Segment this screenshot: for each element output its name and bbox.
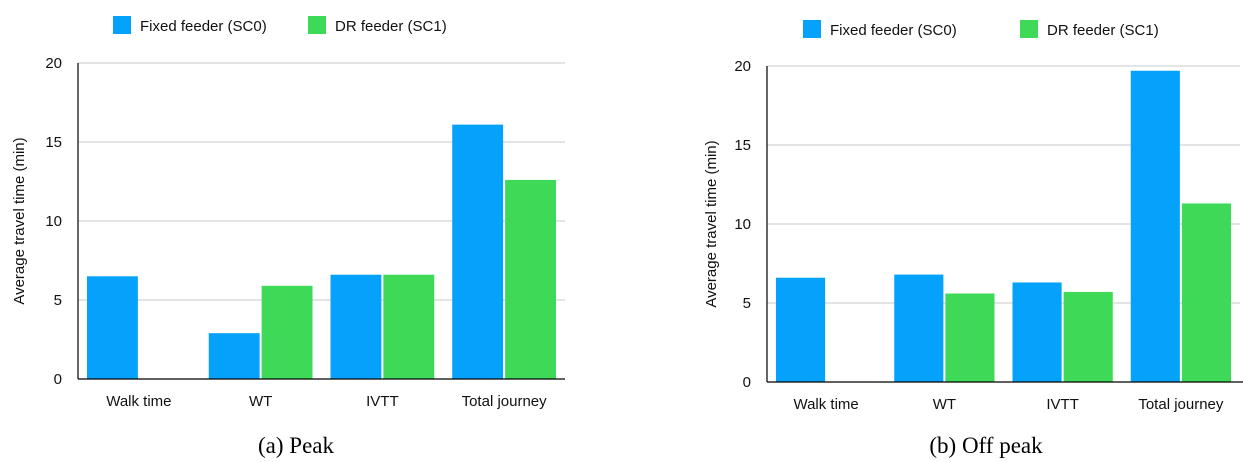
- legend-label-fixed: Fixed feeder (SC0): [830, 22, 957, 39]
- y-axis-title-peak: Average travel time (min): [11, 137, 28, 304]
- x-tick-label: IVTT: [1046, 396, 1079, 413]
- bars-offpeak: [776, 70, 1231, 383]
- x-tick-label: Walk time: [793, 396, 858, 413]
- legend-label-fixed: Fixed feeder (SC0): [140, 18, 267, 35]
- legend-swatch-fixed: [113, 16, 131, 34]
- chart-panel-offpeak: Fixed feeder (SC0) DR feeder (SC1) Avera…: [703, 20, 1243, 458]
- y-tick-label: 20: [734, 58, 751, 75]
- x-ticks-offpeak: Walk time WT IVTT Total journey: [793, 396, 1223, 413]
- bar-dr: [505, 179, 556, 379]
- y-tick-label: 5: [54, 292, 62, 309]
- x-tick-label: Total journey: [462, 393, 548, 410]
- y-tick-label: 0: [743, 374, 751, 391]
- y-tick-label: 20: [45, 55, 62, 72]
- chart-panel-peak: Fixed feeder (SC0) DR feeder (SC1) Avera…: [11, 16, 565, 458]
- bar-dr: [1181, 203, 1231, 382]
- y-ticks-peak: 0 5 10 15 20: [45, 55, 62, 388]
- bar-fixed: [208, 333, 260, 379]
- legend-peak: Fixed feeder (SC0) DR feeder (SC1): [113, 16, 447, 35]
- x-tick-label: Walk time: [106, 393, 171, 410]
- bar-fixed: [1012, 282, 1062, 382]
- y-axis-title-offpeak: Average travel time (min): [703, 140, 720, 307]
- y-tick-label: 10: [734, 216, 751, 233]
- bar-fixed: [776, 277, 826, 382]
- bars-peak: [87, 124, 556, 380]
- y-tick-label: 5: [743, 295, 751, 312]
- legend-swatch-dr: [308, 16, 326, 34]
- bar-fixed: [330, 274, 382, 379]
- x-ticks-peak: Walk time WT IVTT Total journey: [106, 393, 547, 410]
- y-tick-label: 10: [45, 213, 62, 230]
- y-tick-label: 0: [54, 371, 62, 388]
- x-tick-label: WT: [249, 393, 272, 410]
- legend-label-dr: DR feeder (SC1): [1047, 22, 1159, 39]
- caption-peak: (a) Peak: [258, 433, 334, 458]
- bar-dr: [945, 293, 995, 382]
- bar-fixed: [452, 124, 504, 380]
- legend-offpeak: Fixed feeder (SC0) DR feeder (SC1): [803, 20, 1159, 39]
- y-tick-label: 15: [734, 137, 751, 154]
- bar-dr: [383, 274, 435, 379]
- bar-fixed: [894, 274, 944, 382]
- bar-dr: [261, 285, 313, 379]
- x-tick-label: Total journey: [1138, 396, 1224, 413]
- y-ticks-offpeak: 0 5 10 15 20: [734, 58, 751, 391]
- bar-dr: [1063, 291, 1113, 382]
- bar-fixed: [1130, 70, 1180, 383]
- caption-offpeak: (b) Off peak: [929, 433, 1043, 458]
- legend-swatch-dr: [1020, 20, 1038, 38]
- legend-swatch-fixed: [803, 20, 821, 38]
- x-tick-label: IVTT: [366, 393, 399, 410]
- bar-fixed: [87, 276, 138, 379]
- legend-label-dr: DR feeder (SC1): [335, 18, 447, 35]
- y-tick-label: 15: [45, 134, 62, 151]
- x-tick-label: WT: [933, 396, 956, 413]
